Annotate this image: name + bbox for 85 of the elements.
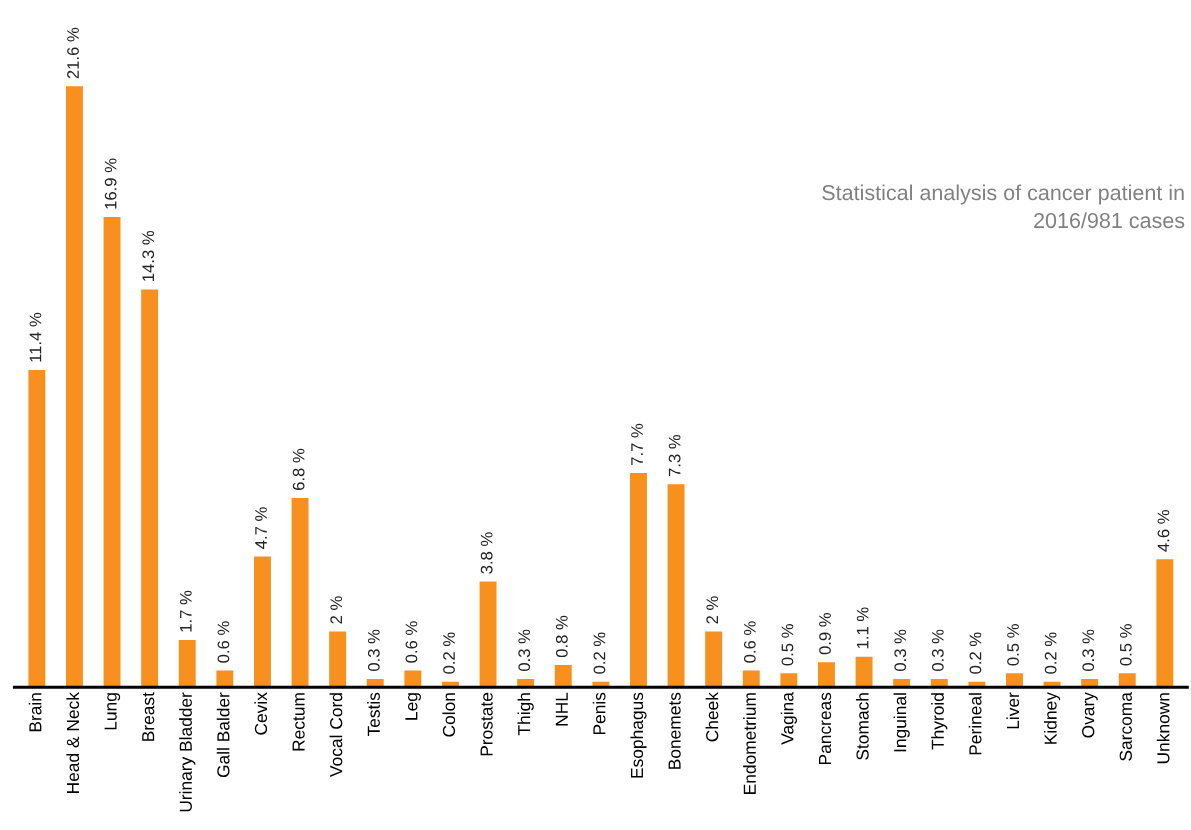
- x-tick-label: Vagina: [780, 692, 797, 745]
- data-label: 0.6 %: [743, 621, 756, 663]
- bar: [630, 473, 647, 688]
- data-label: 0.3 %: [1082, 629, 1095, 672]
- x-tick-label: Thyroid: [931, 693, 948, 750]
- data-label: 11.4 %: [29, 312, 42, 362]
- data-label: 16.9 %: [104, 158, 117, 209]
- data-label: 0.2 %: [969, 632, 982, 674]
- x-tick-label: Breast: [142, 692, 155, 741]
- data-label: 0.3 %: [367, 629, 380, 672]
- bar: [103, 217, 121, 688]
- data-label: 0.8 %: [555, 615, 568, 658]
- bar: [65, 86, 83, 688]
- bar: [28, 370, 46, 688]
- x-tick-label: Penis: [592, 692, 606, 735]
- bar: [742, 670, 760, 688]
- data-label: 0.6 %: [405, 621, 418, 663]
- data-label: 0.5 %: [781, 624, 794, 666]
- bar: [1118, 673, 1136, 688]
- data-label: 2 %: [706, 596, 719, 624]
- data-label: 4.7 %: [255, 507, 267, 549]
- x-tick-label: Testis: [367, 692, 380, 737]
- bar: [818, 662, 835, 688]
- data-label: 0.9 %: [819, 612, 831, 655]
- bar: [178, 639, 196, 688]
- x-tick-label: Sarcoma: [1119, 692, 1132, 761]
- data-label: 6.8 %: [292, 448, 305, 491]
- x-tick-label: Prostate: [480, 692, 493, 756]
- x-tick-label: Kidney: [1043, 692, 1061, 744]
- x-tick-label: Colon: [442, 693, 456, 737]
- bar: [254, 556, 271, 688]
- x-tick-label: Inguinal: [893, 693, 910, 752]
- x-tick-label: Stomach: [855, 693, 869, 760]
- data-label: 3.8 %: [480, 532, 493, 574]
- data-label: 0.2 %: [1044, 632, 1057, 674]
- x-tick-label: Head & Neck: [66, 692, 80, 793]
- bar: [141, 289, 159, 688]
- data-label: 21.6 %: [67, 27, 79, 79]
- bar: [705, 631, 723, 688]
- x-tick-label: Cevix: [254, 692, 268, 735]
- bar: [1006, 673, 1023, 688]
- x-tick-label: Vocal Cord: [329, 693, 343, 777]
- data-label: 0.3 %: [931, 629, 944, 672]
- data-label: 0.5 %: [1119, 624, 1132, 666]
- x-tick-label: Lung: [104, 693, 121, 730]
- x-tick-label: Cheek: [705, 692, 719, 742]
- bar: [479, 581, 497, 688]
- data-label: 14.3 %: [142, 230, 155, 281]
- x-tick-label: Leg: [405, 693, 421, 720]
- data-label: 7.3 %: [668, 434, 681, 477]
- data-label: 0.5 %: [1007, 624, 1019, 666]
- x-tick-label: Bonemets: [668, 692, 681, 769]
- bar: [855, 656, 873, 688]
- x-tick-label: Ovary: [1082, 692, 1098, 738]
- x-tick-label: Pancreas: [819, 692, 832, 765]
- x-tick-label: Brain: [28, 693, 42, 732]
- data-label: 4.6 %: [1157, 510, 1170, 552]
- x-tick-label: Unknown: [1156, 693, 1170, 764]
- data-label: 2 %: [330, 596, 343, 624]
- data-label: 0.2 %: [593, 632, 606, 674]
- bar: [554, 664, 572, 688]
- bar: [216, 670, 234, 688]
- bar: [667, 484, 685, 688]
- bar: [1156, 559, 1174, 688]
- x-tick-label: Liver: [1006, 692, 1020, 729]
- data-label: 0.3 %: [518, 629, 531, 672]
- x-tick-label: Urinary Bladder: [179, 692, 196, 812]
- bar: [780, 673, 798, 688]
- data-label: 0.3 %: [894, 629, 907, 672]
- x-tick-label: Endometrium: [743, 693, 756, 794]
- data-label: 1.7 %: [180, 590, 192, 632]
- x-tick-label: Thigh: [517, 693, 534, 736]
- x-tick-label: NHL: [555, 692, 568, 726]
- x-tick-label: Gall Balder: [216, 692, 230, 778]
- x-tick-label: Esophagus: [630, 692, 647, 778]
- data-label: 0.6 %: [217, 621, 230, 663]
- bar: [291, 498, 309, 688]
- x-tick-label: Rectum: [292, 693, 305, 751]
- data-label: 1.1 %: [856, 607, 869, 649]
- x-tick-label: Perineal: [968, 693, 982, 755]
- bar: [329, 631, 347, 688]
- text: Statistical analysis of cancer patient in 2016/981 cases: [822, 184, 1185, 229]
- data-label: 7.7 %: [631, 423, 643, 465]
- data-label: 0.2 %: [443, 632, 455, 674]
- bar: [404, 670, 422, 688]
